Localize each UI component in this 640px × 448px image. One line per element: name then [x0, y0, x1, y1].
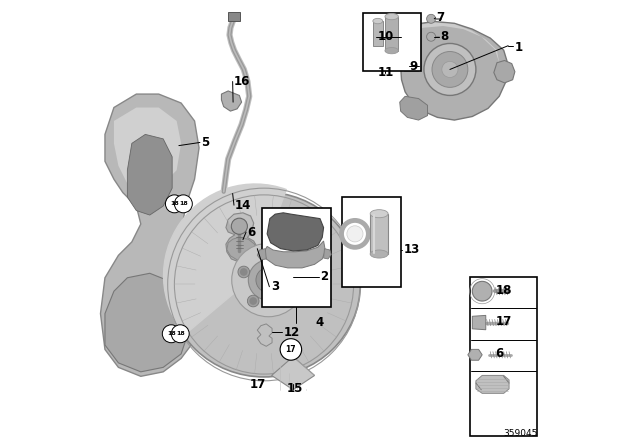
Polygon shape	[370, 214, 388, 254]
Polygon shape	[271, 357, 315, 390]
Text: 18: 18	[495, 284, 512, 297]
Text: 15: 15	[287, 382, 303, 396]
Circle shape	[347, 226, 363, 242]
Bar	[470, 277, 538, 436]
Circle shape	[250, 298, 257, 304]
Text: 11: 11	[378, 66, 394, 79]
Polygon shape	[324, 249, 332, 259]
Text: 8: 8	[440, 30, 448, 43]
Polygon shape	[400, 96, 428, 120]
Circle shape	[163, 325, 180, 343]
Polygon shape	[227, 237, 257, 261]
Text: 5: 5	[202, 136, 209, 149]
Text: 18: 18	[176, 331, 184, 336]
Circle shape	[432, 52, 468, 87]
Text: 1: 1	[515, 40, 523, 54]
Circle shape	[424, 43, 476, 95]
Bar	[342, 197, 401, 287]
Text: 2: 2	[320, 270, 328, 284]
Text: 12: 12	[284, 326, 300, 339]
Circle shape	[280, 298, 287, 304]
Circle shape	[472, 281, 492, 301]
Text: 18: 18	[170, 201, 179, 207]
Text: 7: 7	[436, 11, 445, 25]
Polygon shape	[472, 315, 486, 330]
Ellipse shape	[373, 18, 383, 24]
Polygon shape	[468, 349, 482, 360]
Circle shape	[278, 295, 289, 307]
Circle shape	[241, 269, 247, 275]
Circle shape	[232, 243, 305, 317]
Ellipse shape	[370, 250, 388, 258]
Bar	[262, 208, 332, 307]
Circle shape	[174, 195, 193, 213]
Ellipse shape	[385, 13, 398, 20]
Circle shape	[427, 32, 436, 41]
Polygon shape	[412, 22, 499, 63]
Polygon shape	[257, 324, 272, 346]
Text: 359045: 359045	[503, 429, 538, 438]
Text: 3: 3	[271, 280, 279, 293]
Circle shape	[262, 248, 275, 260]
Polygon shape	[264, 241, 325, 268]
Wedge shape	[164, 184, 286, 334]
Polygon shape	[257, 249, 266, 260]
Polygon shape	[127, 134, 172, 215]
Circle shape	[287, 266, 299, 278]
Ellipse shape	[168, 192, 360, 377]
Polygon shape	[373, 21, 383, 46]
Circle shape	[427, 14, 436, 23]
Circle shape	[442, 61, 458, 78]
Text: 6: 6	[248, 225, 255, 239]
Polygon shape	[105, 273, 190, 372]
Text: 18: 18	[167, 331, 175, 336]
Text: 16: 16	[234, 75, 250, 88]
Polygon shape	[226, 213, 257, 262]
Polygon shape	[494, 60, 515, 83]
Text: 17: 17	[250, 378, 266, 391]
Circle shape	[231, 218, 248, 234]
Ellipse shape	[385, 47, 398, 54]
Circle shape	[248, 295, 259, 307]
Circle shape	[172, 325, 189, 343]
Polygon shape	[228, 12, 240, 21]
Polygon shape	[100, 94, 199, 376]
Circle shape	[248, 260, 289, 300]
Circle shape	[280, 339, 301, 360]
Circle shape	[165, 195, 184, 213]
Ellipse shape	[370, 210, 388, 218]
Polygon shape	[396, 22, 508, 120]
Text: 6: 6	[495, 347, 504, 361]
Text: 17: 17	[285, 345, 296, 354]
Circle shape	[266, 251, 271, 257]
Text: 13: 13	[403, 243, 420, 257]
Polygon shape	[404, 62, 418, 71]
Text: 10: 10	[378, 30, 394, 43]
Polygon shape	[267, 213, 324, 251]
Text: 4: 4	[316, 316, 324, 329]
Text: 14: 14	[235, 198, 252, 212]
Circle shape	[290, 269, 296, 275]
Text: 9: 9	[410, 60, 418, 73]
Polygon shape	[114, 108, 181, 193]
Circle shape	[256, 267, 281, 293]
Polygon shape	[228, 214, 253, 234]
Bar	[362, 13, 421, 71]
Text: 18: 18	[179, 201, 188, 207]
Text: 17: 17	[495, 315, 512, 328]
Circle shape	[238, 266, 250, 278]
Polygon shape	[385, 17, 398, 51]
Polygon shape	[476, 375, 509, 393]
Polygon shape	[221, 91, 242, 111]
